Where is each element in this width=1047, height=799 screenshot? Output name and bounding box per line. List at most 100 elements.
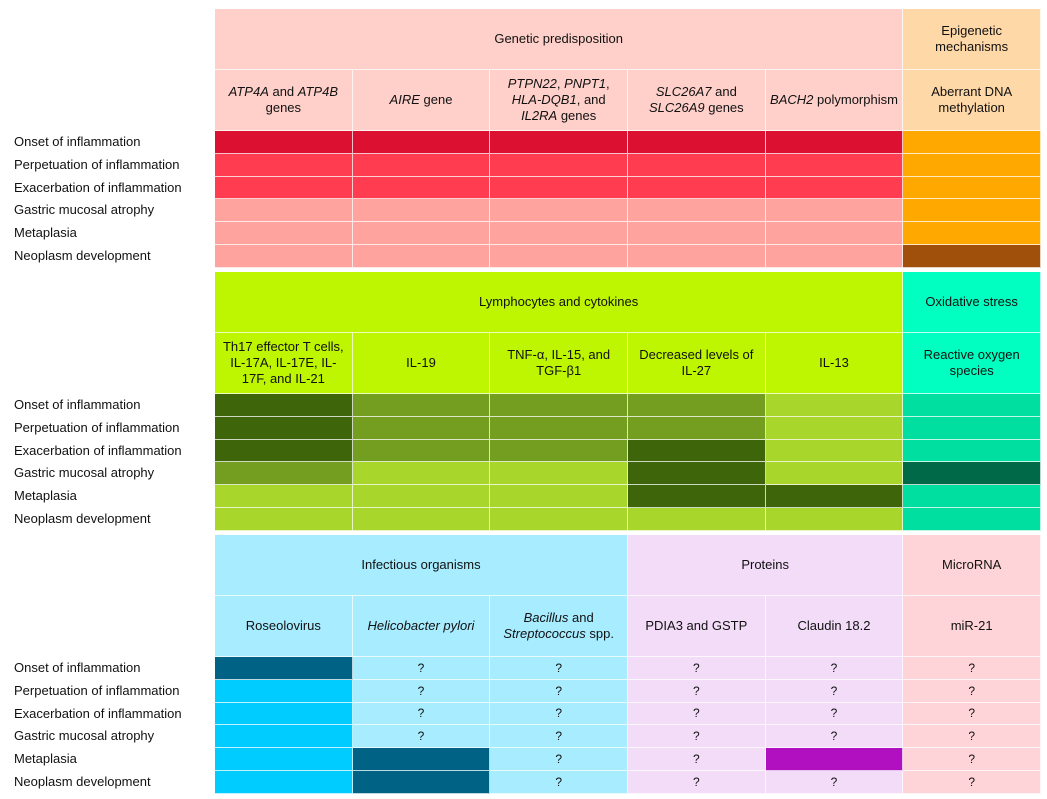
- column-header: ATP4A and ATP4B genes: [215, 70, 353, 131]
- data-cell: [215, 416, 353, 440]
- data-cell: [352, 416, 491, 440]
- data-cell: [490, 439, 628, 463]
- row-label: Metaplasia: [14, 225, 77, 241]
- data-cell: [352, 394, 491, 417]
- data-cell: [215, 153, 353, 177]
- row-label: Exacerbation of inflammation: [14, 705, 182, 721]
- column-header-text: ATP4A and ATP4B genes: [218, 84, 349, 116]
- header-segment: SLC26A7: [655, 84, 712, 99]
- header-segment: Decreased levels of IL-27: [639, 347, 754, 378]
- header-segment: PDIA3 and GSTP: [645, 618, 748, 633]
- row-label: Gastric mucosal atrophy: [14, 465, 155, 481]
- header-segment: Bacillus: [523, 610, 569, 625]
- data-cell: [490, 394, 628, 417]
- column-header: Roseolovirus: [215, 596, 353, 657]
- header-segment: Claudin 18.2: [797, 618, 871, 633]
- data-cell: [628, 507, 766, 531]
- header-segment: Roseolovirus: [245, 618, 321, 633]
- data-cell: [352, 222, 491, 245]
- data-cell: [215, 748, 353, 771]
- column-header-text: PTPN22, PNPT1, HLA-DQB1, and IL2RA genes: [493, 76, 624, 124]
- data-cell: [490, 462, 628, 486]
- row-label: Perpetuation of inflammation: [14, 682, 180, 698]
- data-cell: [490, 176, 628, 200]
- group-header: Oxidative stress: [903, 272, 1041, 333]
- data-cell: [490, 131, 628, 154]
- data-cell: [628, 416, 766, 440]
- data-cell: [215, 199, 353, 223]
- data-cell: ?: [765, 702, 904, 726]
- data-cell: ?: [765, 657, 904, 680]
- column-header-text: miR-21: [951, 618, 993, 634]
- data-cell: [903, 394, 1041, 417]
- data-cell: [215, 657, 353, 680]
- group-header: Genetic predisposition: [215, 9, 904, 70]
- data-cell: [765, 485, 904, 508]
- data-cell: ?: [903, 725, 1041, 749]
- data-cell: [215, 222, 353, 245]
- data-cell: [903, 462, 1041, 486]
- column-header-text: Decreased levels of IL-27: [631, 347, 762, 379]
- column-header: PDIA3 and GSTP: [628, 596, 766, 657]
- data-cell: [352, 244, 491, 268]
- column-header: Helicobacter pylori: [352, 596, 491, 657]
- data-cell: ?: [352, 679, 491, 703]
- column-header: Th17 effector T cells, IL-17A, IL-17E, I…: [215, 333, 353, 394]
- data-cell: [903, 176, 1041, 200]
- data-cell: ?: [903, 702, 1041, 726]
- header-segment: ,: [605, 76, 610, 91]
- row-label: Neoplasm development: [14, 248, 151, 263]
- data-cell: [352, 153, 491, 177]
- data-cell: [765, 394, 904, 417]
- header-segment: Streptococcus: [503, 626, 586, 641]
- data-cell: [903, 416, 1041, 440]
- data-cell: [765, 507, 904, 531]
- data-cell: ?: [903, 770, 1041, 794]
- data-cell: [628, 439, 766, 463]
- data-cell: [765, 222, 904, 245]
- column-header: Reactive oxygen species: [903, 333, 1041, 394]
- data-cell: [352, 770, 491, 794]
- column-header: SLC26A7 and SLC26A9 genes: [628, 70, 766, 131]
- data-cell: [628, 131, 766, 154]
- header-segment: gene: [419, 92, 453, 107]
- header-segment: AIRE: [389, 92, 420, 107]
- data-cell: [490, 153, 628, 177]
- row-label: Onset of inflammation: [14, 134, 141, 149]
- data-cell: ?: [765, 770, 904, 794]
- data-cell: [215, 725, 353, 749]
- data-cell: [215, 394, 353, 417]
- data-cell: [352, 462, 491, 486]
- data-cell: ?: [628, 748, 766, 771]
- data-cell: [215, 702, 353, 726]
- data-cell: [352, 748, 491, 771]
- row-label: Perpetuation of inflammation: [14, 156, 180, 172]
- header-segment: SLC26A9: [648, 100, 705, 115]
- header-segment: BACH2: [770, 92, 814, 107]
- header-segment: IL2RA: [521, 108, 558, 123]
- header-segment: Helicobacter pylori: [367, 618, 475, 633]
- column-header: TNF-α, IL-15, and TGF-β1: [490, 333, 628, 394]
- header-segment: ,: [556, 76, 565, 91]
- header-segment: genes: [557, 108, 597, 123]
- header-segment: IL-13: [819, 355, 849, 370]
- data-cell: [628, 462, 766, 486]
- data-cell: [490, 244, 628, 268]
- column-header-text: Th17 effector T cells, IL-17A, IL-17E, I…: [218, 339, 349, 387]
- row-label: Neoplasm development: [14, 511, 151, 526]
- data-cell: [765, 244, 904, 268]
- column-header: AIRE gene: [352, 70, 491, 131]
- group-header: MicroRNA: [903, 535, 1041, 596]
- row-label: Metaplasia: [14, 751, 77, 767]
- data-cell: ?: [490, 679, 628, 703]
- header-segment: HLA-DQB1: [511, 92, 577, 107]
- data-cell: [628, 199, 766, 223]
- column-header-text: Aberrant DNA methylation: [906, 84, 1037, 116]
- header-segment: spp.: [585, 626, 614, 641]
- data-cell: [903, 485, 1041, 508]
- column-header-text: Claudin 18.2: [797, 618, 870, 634]
- data-cell: [903, 131, 1041, 154]
- group-header: Epigenetic mechanisms: [903, 9, 1041, 70]
- column-header: Claudin 18.2: [765, 596, 904, 657]
- header-segment: genes: [265, 100, 302, 115]
